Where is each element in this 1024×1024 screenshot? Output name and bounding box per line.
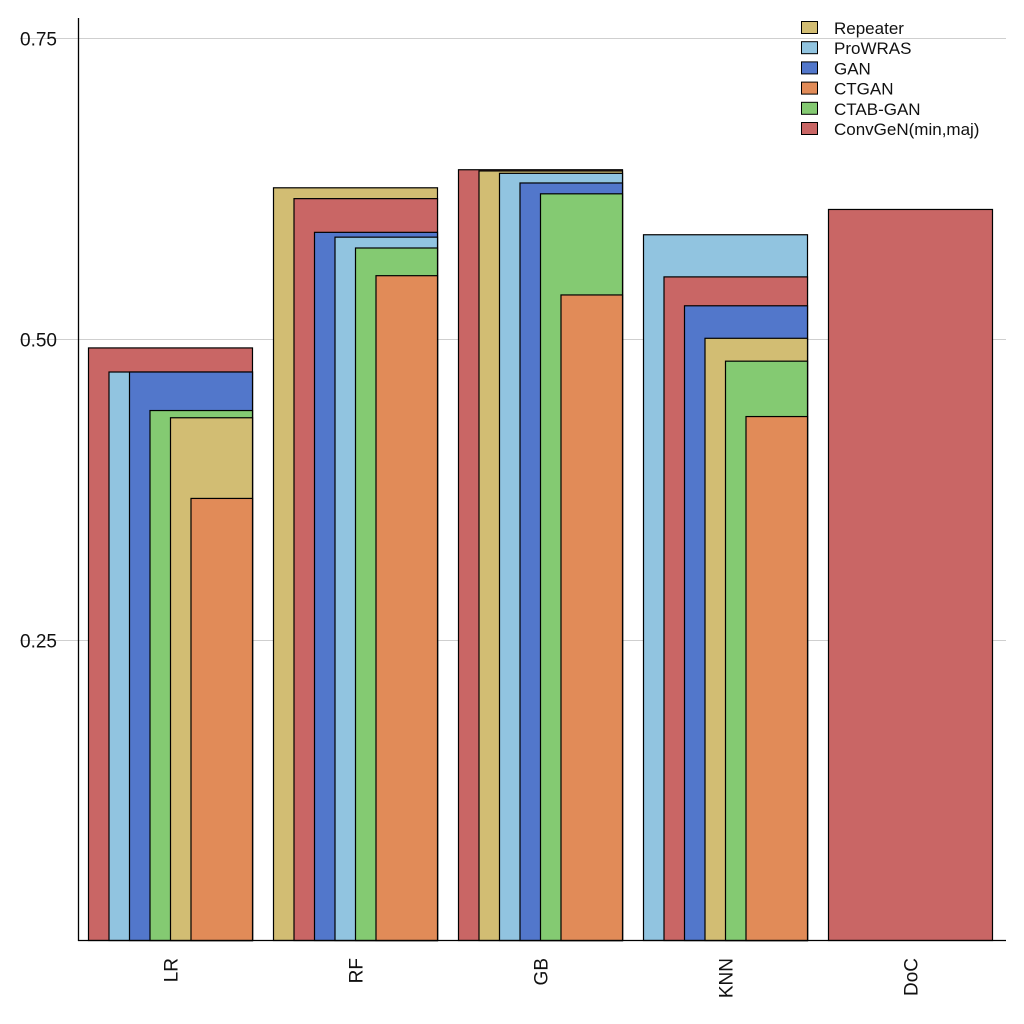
x-tick-label: DoC xyxy=(902,958,923,996)
legend-item: GAN xyxy=(801,59,871,78)
x-tick-label: LR xyxy=(162,958,183,982)
bar-group-rf xyxy=(272,187,439,942)
axes xyxy=(77,18,1006,942)
bar-group-knn xyxy=(642,234,809,942)
y-ticks: 0.25 0.50 0.75 xyxy=(20,30,57,653)
bar-doc-convgen-min-maj- xyxy=(827,208,994,942)
legend-item: CTAB-GAN xyxy=(801,100,921,119)
legend-item: ProWRAS xyxy=(801,39,911,58)
y-tick-label: 0.50 xyxy=(20,331,57,352)
bar-group-lr xyxy=(87,347,254,942)
y-tick-label: 0.75 xyxy=(20,30,57,51)
x-ticks: LR RF GB KNN DoC xyxy=(162,958,923,998)
legend-swatch xyxy=(801,122,818,135)
legend-swatch xyxy=(801,41,818,55)
bar-rf-ctgan xyxy=(375,275,439,942)
legend-swatch xyxy=(801,101,818,115)
legend-label: CTAB-GAN xyxy=(834,100,921,119)
legend-item: Repeater xyxy=(801,19,904,38)
x-tick-label: GB xyxy=(532,958,553,985)
legend-swatch xyxy=(801,21,818,34)
bar-group-doc xyxy=(827,208,994,942)
legend-label: ProWRAS xyxy=(834,39,911,58)
legend-label: GAN xyxy=(834,59,871,78)
legend-label: ConvGeN(min,maj) xyxy=(834,120,979,139)
bar-knn-ctgan xyxy=(745,415,809,942)
bar-gb-ctgan xyxy=(560,294,624,942)
bar-lr-ctgan xyxy=(190,497,254,942)
x-tick-label: KNN xyxy=(717,958,738,998)
x-tick-label: RF xyxy=(347,958,368,983)
bars xyxy=(87,169,994,942)
legend-swatch xyxy=(801,61,818,75)
legend-item: CTGAN xyxy=(801,80,894,99)
y-tick-label: 0.25 xyxy=(20,632,57,653)
legend-swatch xyxy=(801,81,818,95)
legend-label: CTGAN xyxy=(834,80,894,99)
legend-item: ConvGeN(min,maj) xyxy=(801,120,979,139)
bar-group-gb xyxy=(457,169,624,942)
legend-label: Repeater xyxy=(834,19,904,38)
